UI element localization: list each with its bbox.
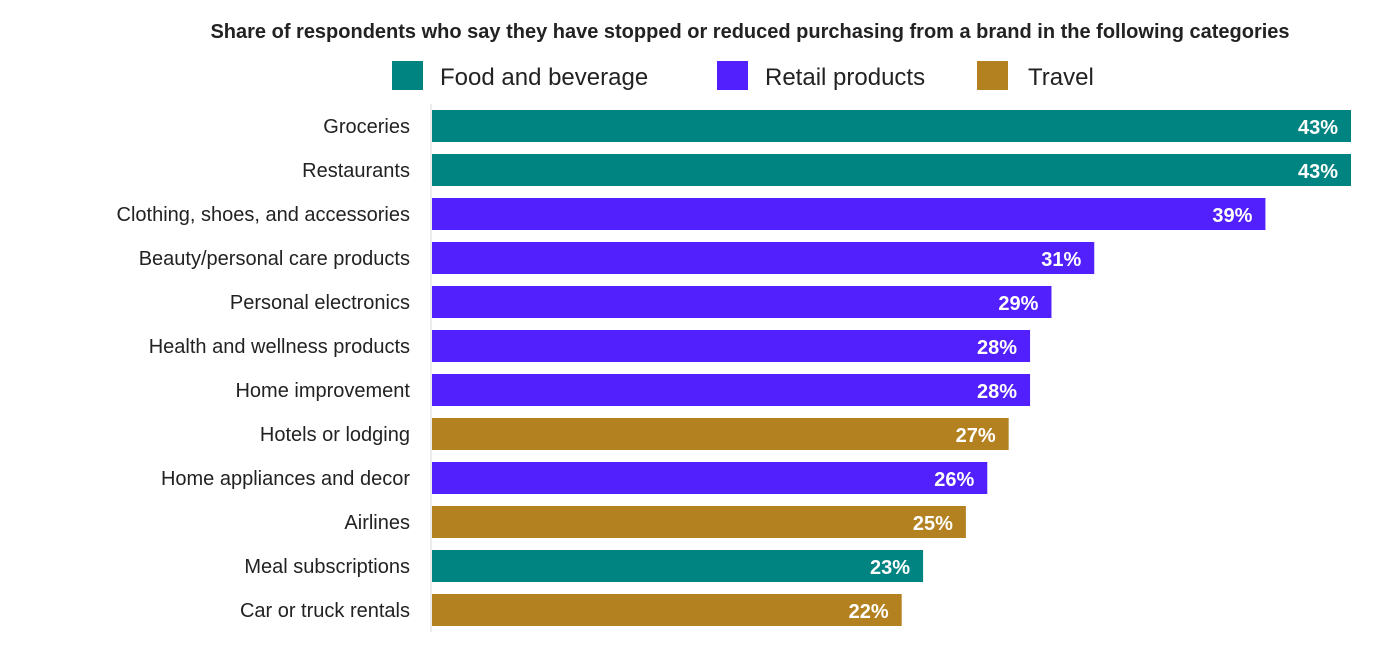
category-label-meal-subscriptions: Meal subscriptions — [244, 556, 410, 578]
chart-title: Share of respondents who say they have s… — [210, 21, 1289, 43]
legend: Food and beverage Retail products Travel — [392, 61, 1094, 91]
bar-meal-subscriptions — [432, 550, 924, 582]
value-labels: 43% 43% 39% 31%29% 28% 28% 27% 26% 25%23% 22% — [849, 117, 1339, 623]
legend-swatch-travel — [977, 61, 1008, 90]
legend-swatch-retail-products — [717, 61, 748, 90]
legend-label-food-and-beverage: Food and beverage — [440, 64, 648, 91]
category-label-car-or-truck-rentals: Car or truck rentals — [240, 600, 410, 622]
bar-groceries — [432, 110, 1351, 142]
value-label-restaurants: 43% — [1298, 161, 1338, 183]
legend-label-retail-products: Retail products — [765, 64, 925, 91]
bar-home-appliances-and-decor — [432, 462, 988, 494]
bar-personal-electronics — [432, 286, 1052, 318]
value-label-groceries: 43% — [1298, 117, 1338, 139]
category-labels: Groceries Restaurants Clothing, shoes, and… — [117, 116, 411, 622]
bar-airlines — [432, 506, 966, 538]
bar-beauty-personal-care-products — [432, 242, 1095, 274]
category-label-groceries: Groceries — [323, 116, 410, 138]
category-label-personal-electronics: Personal electronics — [230, 292, 410, 314]
bars — [432, 110, 1351, 626]
legend-label-travel: Travel — [1028, 64, 1094, 91]
bar-car-or-truck-rentals — [432, 594, 902, 626]
value-label-airlines: 25% — [913, 513, 953, 535]
value-label-hotels-or-lodging: 27% — [956, 425, 996, 447]
value-label-health-and-wellness-products: 28% — [977, 337, 1017, 359]
value-label-beauty-personal-care-products: 31% — [1041, 249, 1081, 271]
category-label-home-appliances-and-decor: Home appliances and decor — [161, 468, 410, 490]
category-label-beauty-personal-care-products: Beauty/personal care products — [139, 248, 410, 270]
value-label-car-or-truck-rentals: 22% — [849, 601, 889, 623]
bar-hotels-or-lodging — [432, 418, 1009, 450]
bar-restaurants — [432, 154, 1351, 186]
category-label-restaurants: Restaurants — [302, 160, 410, 182]
value-label-home-improvement: 28% — [977, 381, 1017, 403]
bar-health-and-wellness-products — [432, 330, 1031, 362]
value-label-meal-subscriptions: 23% — [870, 557, 910, 579]
category-label-hotels-or-lodging: Hotels or lodging — [260, 424, 410, 446]
value-label-home-appliances-and-decor: 26% — [934, 469, 974, 491]
value-label-clothing-shoes-and-accessories: 39% — [1212, 205, 1252, 227]
bar-home-improvement — [432, 374, 1031, 406]
category-label-home-improvement: Home improvement — [235, 380, 410, 402]
category-label-health-and-wellness-products: Health and wellness products — [149, 336, 410, 358]
bar-clothing-shoes-and-accessories — [432, 198, 1266, 230]
category-label-clothing-shoes-and-accessories: Clothing, shoes, and accessories — [117, 204, 411, 226]
value-label-personal-electronics: 29% — [998, 293, 1038, 315]
category-label-airlines: Airlines — [344, 512, 410, 534]
legend-swatch-food-and-beverage — [392, 61, 423, 90]
